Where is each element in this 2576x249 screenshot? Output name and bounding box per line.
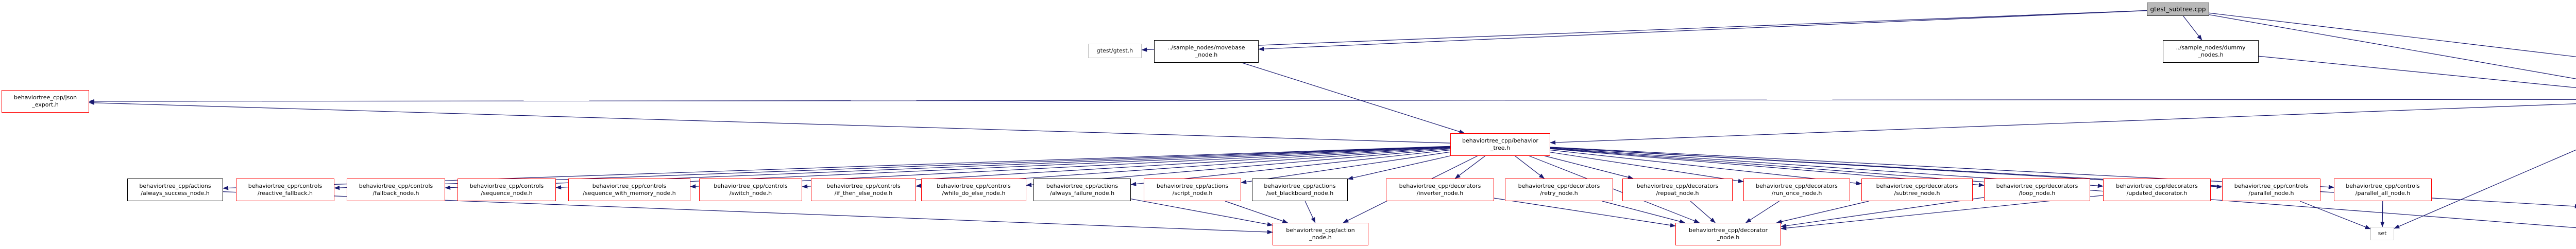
node-dummy[interactable]: ../sample_nodes/dummy _nodes.h [2163, 40, 2259, 63]
node-main: gtest_subtree.cpp [2147, 3, 2209, 16]
node-r10[interactable]: behaviortree_cpp/actions /script_node.h [1144, 179, 1241, 201]
node-r17[interactable]: behaviortree_cpp/decorators /loop_node.h [1984, 179, 2090, 201]
edge-main-to-test_helper [2209, 12, 2576, 57]
node-r4[interactable]: behaviortree_cpp/controls /sequence_node… [457, 179, 556, 201]
edge-r15-to-decorator_node [1745, 201, 1780, 223]
edge-movebase-to-behavior_tree [1242, 62, 1465, 134]
edge-behavior_tree-to-decorator_node [1529, 155, 1700, 223]
node-r18[interactable]: behaviortree_cpp/decorators /updated_dec… [2103, 179, 2211, 201]
edge-behavior_tree-to-r16 [1550, 149, 1862, 186]
node-action_node[interactable]: behaviortree_cpp/action _node.h [1273, 223, 1368, 245]
edge-behavior_tree-to-r14 [1544, 155, 1634, 180]
edge-dummy-to-bt_factory [2258, 56, 2576, 88]
edge-r11-to-action_node [1304, 201, 1316, 223]
edge-r13-to-decorator_node [1602, 201, 1686, 224]
node-set: set [2370, 227, 2394, 240]
node-json_export[interactable]: behaviortree_cpp/json _export.h [2, 90, 89, 113]
node-r5[interactable]: behaviortree_cpp/controls /sequence_with… [568, 179, 690, 201]
node-r11[interactable]: behaviortree_cpp/actions /set_blackboard… [1252, 179, 1348, 201]
edge-main-to-gtest_h [1141, 10, 2147, 52]
node-r7[interactable]: behaviortree_cpp/controls /if_then_else_… [811, 179, 916, 201]
node-r15[interactable]: behaviortree_cpp/decorators /run_once_no… [1743, 179, 1850, 201]
node-decorator_node[interactable]: behaviortree_cpp/decorator _node.h [1675, 223, 1781, 245]
edge-behavior_tree-to-json_export [89, 100, 1451, 144]
edge-behavior_tree-to-r13 [1515, 155, 1545, 179]
node-r3[interactable]: behaviortree_cpp/controls /fallback_node… [347, 179, 445, 201]
node-r2[interactable]: behaviortree_cpp/controls /reactive_fall… [236, 179, 334, 201]
node-r13[interactable]: behaviortree_cpp/decorators /retry_node.… [1505, 179, 1613, 201]
edge-bt_factory-to-json_export [89, 99, 2576, 104]
node-movebase[interactable]: ../sample_nodes/movebase _node.h [1154, 40, 1259, 63]
node-behavior_tree[interactable]: behaviortree_cpp/behavior _tree.h [1450, 133, 1550, 156]
edge-r10-to-action_node [1225, 201, 1288, 223]
edge-main-to-movebase [1258, 10, 2147, 51]
edge-main-to-dummy [2183, 15, 2202, 41]
node-r12[interactable]: behaviortree_cpp/decorators /inverter_no… [1386, 179, 1494, 201]
node-r6[interactable]: behaviortree_cpp/controls /switch_node.h [699, 179, 802, 201]
node-r16[interactable]: behaviortree_cpp/decorators /subtree_nod… [1861, 179, 1973, 201]
node-r14[interactable]: behaviortree_cpp/decorators /repeat_node… [1622, 179, 1733, 201]
edge-behavior_tree-to-r15 [1550, 152, 1744, 183]
edge-r17-to-decorator_node [1781, 197, 1985, 228]
node-r9[interactable]: behaviortree_cpp/actions /always_failure… [1033, 179, 1131, 201]
node-r19[interactable]: behaviortree_cpp/controls /parallel_node… [2222, 179, 2320, 201]
edge-r12-to-decorator_node [1494, 198, 1676, 227]
edge-r14-to-decorator_node [1690, 201, 1716, 223]
edge-behavior_tree-to-r10 [1241, 151, 1451, 184]
edge-r16-to-decorator_node [1776, 201, 1869, 224]
edge-bt_factory-to-set [2394, 149, 2576, 229]
node-r1[interactable]: behaviortree_cpp/actions /always_success… [127, 179, 223, 201]
edge-r20-to-set [2380, 201, 2385, 227]
edge-behavior_tree-to-r12 [1454, 155, 1486, 179]
node-r20[interactable]: behaviortree_cpp/controls /parallel_all_… [2334, 179, 2432, 201]
edge-r19-to-set [2300, 201, 2371, 229]
node-gtest_h: gtest/gtest.h [1088, 44, 1142, 58]
edge-r9-to-action_node [1130, 198, 1273, 226]
edge-behavior_tree-to-r11 [1347, 155, 1451, 180]
edge-main-to-bt_factory [2209, 14, 2576, 79]
node-r8[interactable]: behaviortree_cpp/controls /while_do_else… [921, 179, 1026, 201]
edge-bt_factory-to-behavior_tree [1550, 103, 2576, 145]
